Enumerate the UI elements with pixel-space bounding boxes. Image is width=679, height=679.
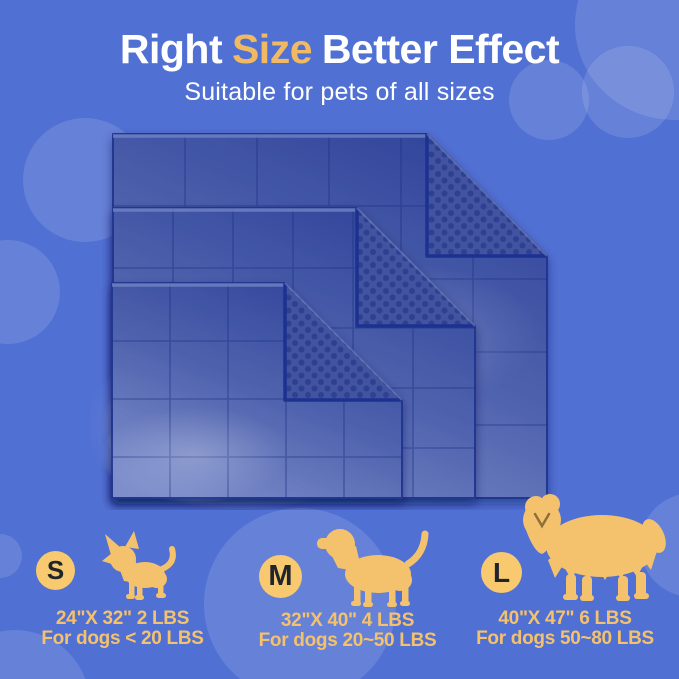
size-option-m: M (235, 515, 460, 660)
size-weight-range: For dogs 20~50 LBS (258, 630, 437, 652)
size-badge-l: L (481, 552, 522, 593)
size-weight-range: For dogs < 20 LBS (41, 628, 204, 650)
size-option-s: S (10, 525, 235, 660)
size-info-m: 32"X 40" 4 LBS For dogs 20~50 LBS (235, 611, 460, 651)
size-weight-range: For dogs 50~80 LBS (476, 628, 654, 650)
size-info-l: 40"X 47" 6 LBS For dogs 50~80 LBS (452, 609, 678, 649)
medium-dog-icon (317, 529, 429, 607)
size-badge-m: M (259, 555, 302, 598)
size-info-s: 24"X 32" 2 LBS For dogs < 20 LBS (10, 609, 235, 649)
page-title: Right Size Better Effect (0, 26, 679, 73)
shaggy-dog-icon (523, 494, 666, 601)
blanket-small (100, 282, 403, 503)
size-dimensions: 40"X 47" 6 LBS (498, 608, 632, 629)
size-badge-s: S (36, 551, 75, 590)
subtitle: Suitable for pets of all sizes (184, 78, 495, 107)
title-part2: Better Effect (321, 26, 560, 72)
size-dimensions: 24"X 32" 2 LBS (55, 608, 190, 629)
paw-print-decoration (509, 60, 589, 140)
title-highlight: Size (231, 26, 313, 72)
size-option-l: L (452, 490, 678, 660)
paw-print-decoration (204, 508, 396, 679)
header: Right Size Better Effect Suitable for pets… (0, 26, 679, 107)
chihuahua-icon (102, 531, 176, 600)
size-dimensions: 32"X 40" 4 LBS (280, 610, 415, 631)
paw-print-decoration (582, 46, 674, 138)
paw-print-decoration (0, 534, 22, 578)
title-part1: Right (119, 26, 223, 72)
blanket-stack-image (90, 133, 548, 510)
